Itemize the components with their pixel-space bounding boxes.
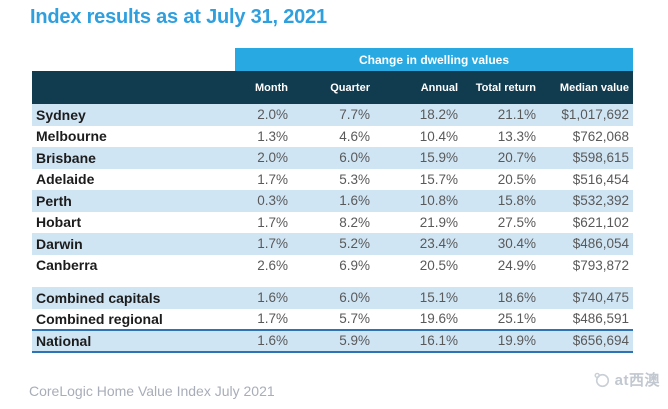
- group-header-spacer: [32, 48, 235, 71]
- cell-total-return: 20.7%: [462, 147, 540, 169]
- cell-total-return: 24.9%: [462, 254, 540, 276]
- source-note: CoreLogic Home Value Index July 2021: [29, 383, 275, 399]
- cell-month: 2.0%: [235, 104, 292, 126]
- watermark-logo-icon: [594, 372, 610, 388]
- cell-median-value: $762,068: [540, 125, 633, 147]
- column-header-annual: Annual: [374, 71, 462, 104]
- cell-month: 1.7%: [235, 233, 292, 255]
- cell-annual: 15.9%: [374, 147, 462, 169]
- cell-median-value: $486,591: [540, 308, 633, 330]
- cell-month: 1.6%: [235, 287, 292, 309]
- cell-total-return: 19.9%: [462, 329, 540, 353]
- cell-annual: 10.8%: [374, 190, 462, 212]
- cell-total-return: 15.8%: [462, 190, 540, 212]
- cell-quarter: 5.3%: [292, 168, 374, 190]
- table-body: Sydney 2.0% 7.7% 18.2% 21.1% $1,017,692 Melbou…: [32, 104, 633, 353]
- cell-annual: 10.4%: [374, 125, 462, 147]
- cell-annual: 19.6%: [374, 308, 462, 330]
- column-header-median-value: Median value: [540, 71, 633, 104]
- cell-annual: 15.7%: [374, 168, 462, 190]
- cell-quarter: 7.7%: [292, 104, 374, 126]
- cell-month: 1.7%: [235, 211, 292, 233]
- cell-median-value: $621,102: [540, 211, 633, 233]
- cell-median-value: $598,615: [540, 147, 633, 169]
- cell-quarter: 4.6%: [292, 125, 374, 147]
- column-header-month: Month: [235, 71, 292, 104]
- cell-quarter: 5.2%: [292, 233, 374, 255]
- cell-month: 2.0%: [235, 147, 292, 169]
- table-row: Canberra 2.6% 6.9% 20.5% 24.9% $793,872: [32, 254, 633, 276]
- table-row: National 1.6% 5.9% 16.1% 19.9% $656,694: [32, 329, 633, 353]
- table-row: Perth 0.3% 1.6% 10.8% 15.8% $532,392: [32, 190, 633, 212]
- column-header-quarter: Quarter: [292, 71, 374, 104]
- cell-median-value: $740,475: [540, 287, 633, 309]
- row-label: Combined regional: [32, 308, 235, 330]
- cell-median-value: $486,054: [540, 233, 633, 255]
- cell-median-value: $793,872: [540, 254, 633, 276]
- row-label: Combined capitals: [32, 287, 235, 309]
- cell-median-value: $532,392: [540, 190, 633, 212]
- cell-quarter: 8.2%: [292, 211, 374, 233]
- page-title: Index results as at July 31, 2021: [30, 6, 327, 28]
- row-label: Sydney: [32, 104, 235, 126]
- cell-annual: 20.5%: [374, 254, 462, 276]
- cell-quarter: 6.9%: [292, 254, 374, 276]
- cell-total-return: 18.6%: [462, 287, 540, 309]
- cell-month: 1.6%: [235, 329, 292, 353]
- cell-month: 1.3%: [235, 125, 292, 147]
- table-row: Hobart 1.7% 8.2% 21.9% 27.5% $621,102: [32, 211, 633, 233]
- cell-total-return: 27.5%: [462, 211, 540, 233]
- spacer-row: [32, 276, 633, 287]
- watermark: at西澳: [594, 369, 660, 390]
- cell-annual: 15.1%: [374, 287, 462, 309]
- cell-quarter: 5.7%: [292, 308, 374, 330]
- cell-annual: 23.4%: [374, 233, 462, 255]
- index-results-table-wrap: Change in dwelling values Month Quarter …: [32, 48, 633, 353]
- index-results-table: Change in dwelling values Month Quarter …: [32, 48, 633, 353]
- cell-total-return: 30.4%: [462, 233, 540, 255]
- spacer-cell: [32, 276, 633, 287]
- cell-total-return: 25.1%: [462, 308, 540, 330]
- cell-month: 0.3%: [235, 190, 292, 212]
- cell-quarter: 5.9%: [292, 329, 374, 353]
- group-header: Change in dwelling values: [235, 48, 633, 71]
- row-label: Perth: [32, 190, 235, 212]
- row-label: National: [32, 329, 235, 353]
- column-header-row: Month Quarter Annual Total return Median…: [32, 71, 633, 104]
- table-row: Combined regional 1.7% 5.7% 19.6% 25.1% $486,…: [32, 308, 633, 330]
- cell-annual: 16.1%: [374, 329, 462, 353]
- table-row: Sydney 2.0% 7.7% 18.2% 21.1% $1,017,692: [32, 104, 633, 126]
- cell-median-value: $516,454: [540, 168, 633, 190]
- cell-month: 2.6%: [235, 254, 292, 276]
- row-label: Melbourne: [32, 125, 235, 147]
- cell-month: 1.7%: [235, 168, 292, 190]
- cell-quarter: 6.0%: [292, 287, 374, 309]
- cell-total-return: 13.3%: [462, 125, 540, 147]
- row-label: Hobart: [32, 211, 235, 233]
- watermark-text: at西澳: [614, 372, 660, 389]
- cell-month: 1.7%: [235, 308, 292, 330]
- cell-median-value: $656,694: [540, 329, 633, 353]
- row-label: Darwin: [32, 233, 235, 255]
- group-header-row: Change in dwelling values: [32, 48, 633, 71]
- cell-quarter: 1.6%: [292, 190, 374, 212]
- table-row: Combined capitals 1.6% 6.0% 15.1% 18.6% $740,…: [32, 287, 633, 309]
- cell-annual: 18.2%: [374, 104, 462, 126]
- cell-quarter: 6.0%: [292, 147, 374, 169]
- column-header-total-return: Total return: [462, 71, 540, 104]
- cell-total-return: 20.5%: [462, 168, 540, 190]
- cell-total-return: 21.1%: [462, 104, 540, 126]
- row-label: Brisbane: [32, 147, 235, 169]
- table-row: Adelaide 1.7% 5.3% 15.7% 20.5% $516,454: [32, 168, 633, 190]
- table-row: Darwin 1.7% 5.2% 23.4% 30.4% $486,054: [32, 233, 633, 255]
- row-label: Adelaide: [32, 168, 235, 190]
- corner-cell: [32, 71, 235, 104]
- table-row: Melbourne 1.3% 4.6% 10.4% 13.3% $762,068: [32, 125, 633, 147]
- table-row: Brisbane 2.0% 6.0% 15.9% 20.7% $598,615: [32, 147, 633, 169]
- cell-annual: 21.9%: [374, 211, 462, 233]
- cell-median-value: $1,017,692: [540, 104, 633, 126]
- row-label: Canberra: [32, 254, 235, 276]
